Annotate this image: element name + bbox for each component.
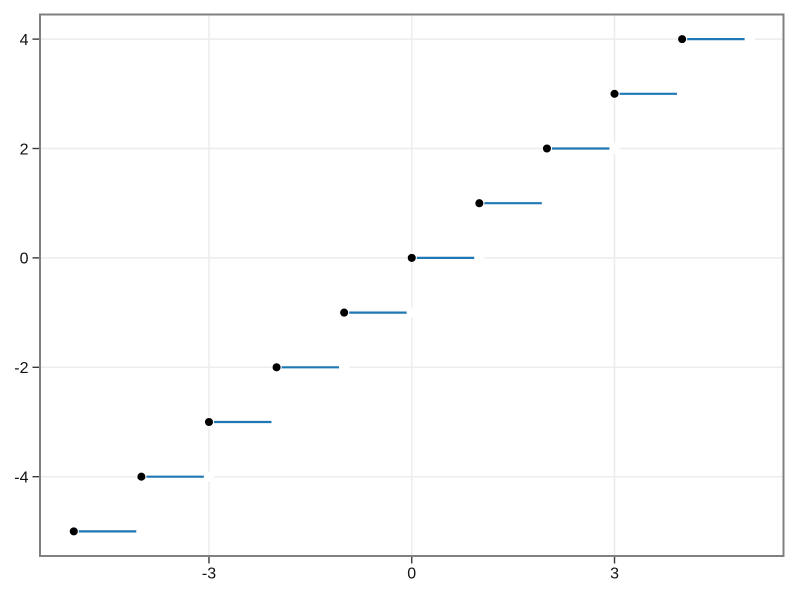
y-axis-tick-label: 4 (20, 32, 29, 49)
y-axis-tick-label: -4 (14, 469, 28, 486)
data-point-marker (541, 143, 553, 154)
data-point-marker (474, 198, 485, 209)
data-point-marker (271, 362, 282, 373)
axis-frame (39, 13, 785, 557)
open-endpoint-marker (744, 33, 755, 45)
open-endpoint-marker (136, 526, 147, 537)
x-axis-tick-label: 0 (407, 566, 416, 583)
open-endpoint-marker (541, 198, 553, 209)
open-endpoint-marker (676, 88, 688, 100)
x-axis-tick-label: 3 (610, 566, 619, 583)
x-axis-tick-label: -3 (202, 566, 216, 583)
data-point-marker (68, 526, 79, 537)
open-endpoint-marker (609, 143, 620, 154)
open-endpoint-marker (474, 252, 485, 264)
open-endpoint-marker (338, 362, 350, 373)
data-point-marker (676, 33, 688, 45)
open-endpoint-marker (203, 471, 215, 482)
data-point-marker (609, 88, 620, 99)
data-point-marker (136, 471, 147, 482)
y-axis-tick-label: 0 (20, 251, 29, 268)
y-axis-tick-label: -2 (14, 360, 28, 377)
open-endpoint-marker (271, 416, 282, 428)
y-axis-tick-label: 2 (20, 141, 29, 158)
data-point-marker (406, 252, 417, 264)
data-point-marker (203, 416, 215, 428)
open-endpoint-marker (406, 307, 417, 318)
data-point-marker (339, 307, 350, 318)
